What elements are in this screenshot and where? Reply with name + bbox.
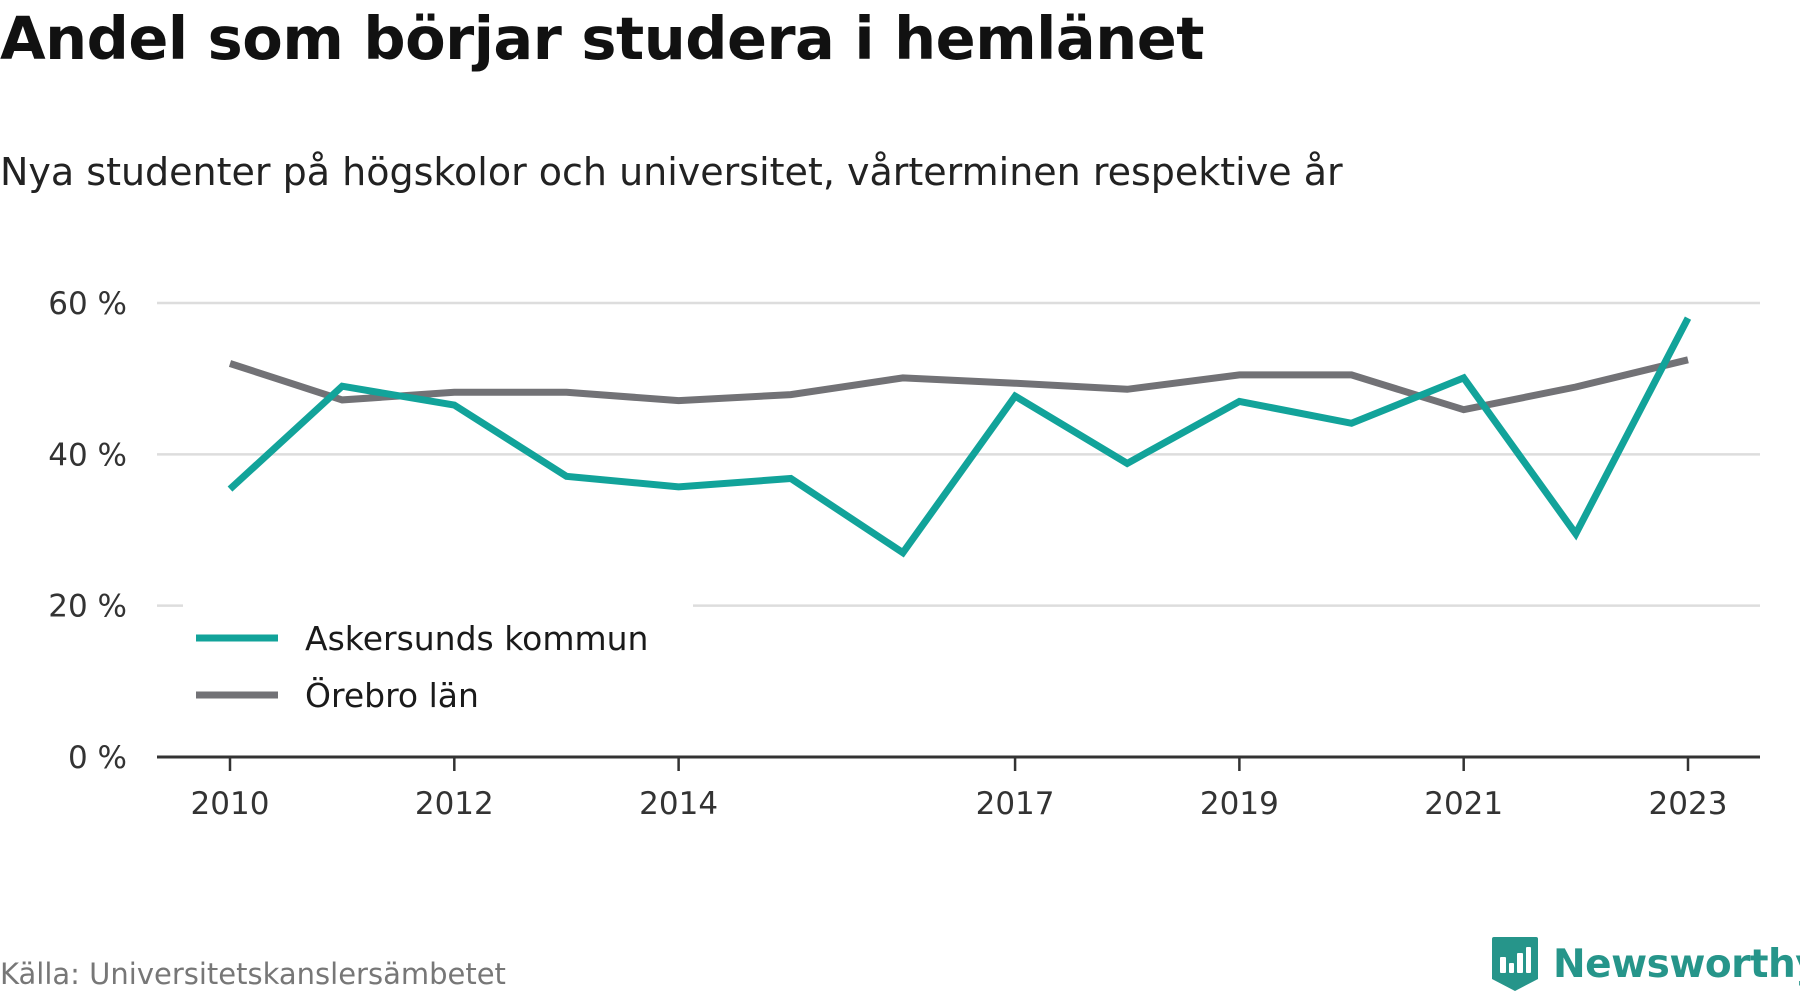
y-tick-label: 40 % <box>48 437 127 473</box>
series-line-1 <box>228 356 1689 414</box>
legend-background <box>183 604 693 728</box>
source-note: Källa: Universitetskanslersämbetet <box>0 957 506 991</box>
x-tick-label: 2017 <box>976 786 1055 822</box>
legend: Askersunds kommun Örebro län <box>183 604 693 728</box>
legend-label: Örebro län <box>305 675 479 715</box>
y-tick-label: 60 % <box>48 286 127 322</box>
newsworthy-logo: Newsworthy <box>1490 935 1800 993</box>
series-line-0 <box>227 316 1692 558</box>
series-lines <box>227 316 1692 558</box>
x-axis: 2010 2012 2014 2017 2019 2021 2023 <box>157 755 1760 822</box>
brand-name: Newsworthy <box>1553 941 1800 987</box>
x-tick-label: 2023 <box>1649 786 1728 822</box>
newsworthy-logo-icon <box>1492 937 1538 991</box>
legend-label: Askersunds kommun <box>305 619 648 658</box>
y-axis-labels: 0 % 20 % 40 % 60 % <box>48 286 127 776</box>
x-tick-label: 2021 <box>1424 786 1503 822</box>
y-tick-label: 20 % <box>48 589 127 625</box>
chart-title: Andel som börjar studera i hemlänet <box>0 4 1204 73</box>
x-tick-label: 2010 <box>191 786 270 822</box>
x-tick-label: 2014 <box>639 786 718 822</box>
x-tick-label: 2019 <box>1200 786 1279 822</box>
x-tick-label: 2012 <box>415 786 494 822</box>
chart-subtitle: Nya studenter på högskolor och universit… <box>0 150 1343 194</box>
y-tick-label: 0 % <box>68 740 127 776</box>
line-chart: 0 % 20 % 40 % 60 % 2010 2012 2014 2017 2019 2021… <box>48 286 1760 822</box>
